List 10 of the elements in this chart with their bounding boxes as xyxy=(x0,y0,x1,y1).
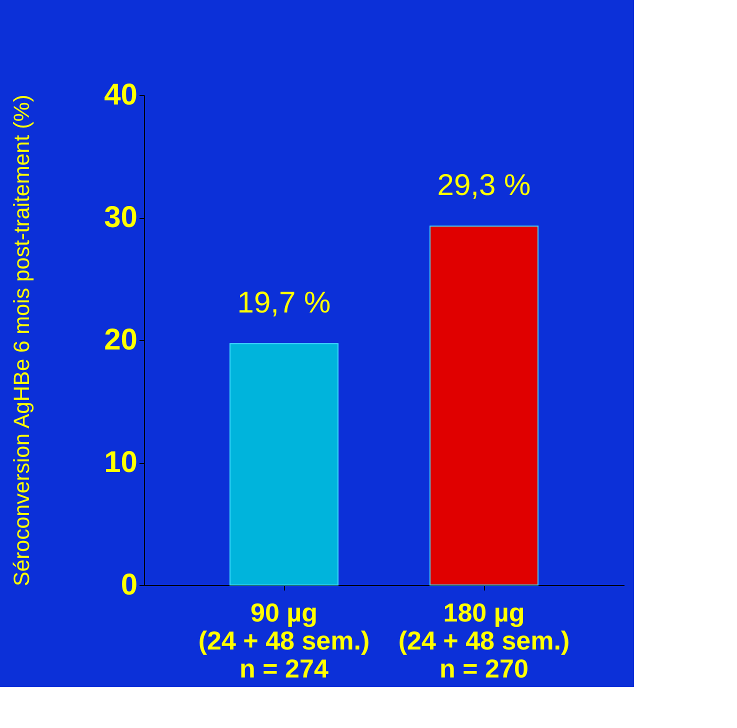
y-tick-label: 10 xyxy=(104,446,138,479)
y-tick-label: 0 xyxy=(120,568,138,602)
y-tick-label: 30 xyxy=(104,201,138,234)
data-label: 29,3 % xyxy=(437,169,531,202)
data-label: 19,7 % xyxy=(237,286,331,320)
x-tick-label: 90 µg (24 + 48 sem.) n = 274 xyxy=(198,598,370,684)
y-axis-title: Séroconversion AgHBe 6 mois post-traitement (%) xyxy=(9,94,34,586)
y-tick-label: 20 xyxy=(104,324,138,356)
y-tick-label: 40 xyxy=(104,78,138,112)
x-tick-label: 180 µg (24 + 48 sem.) n = 270 xyxy=(398,598,570,684)
